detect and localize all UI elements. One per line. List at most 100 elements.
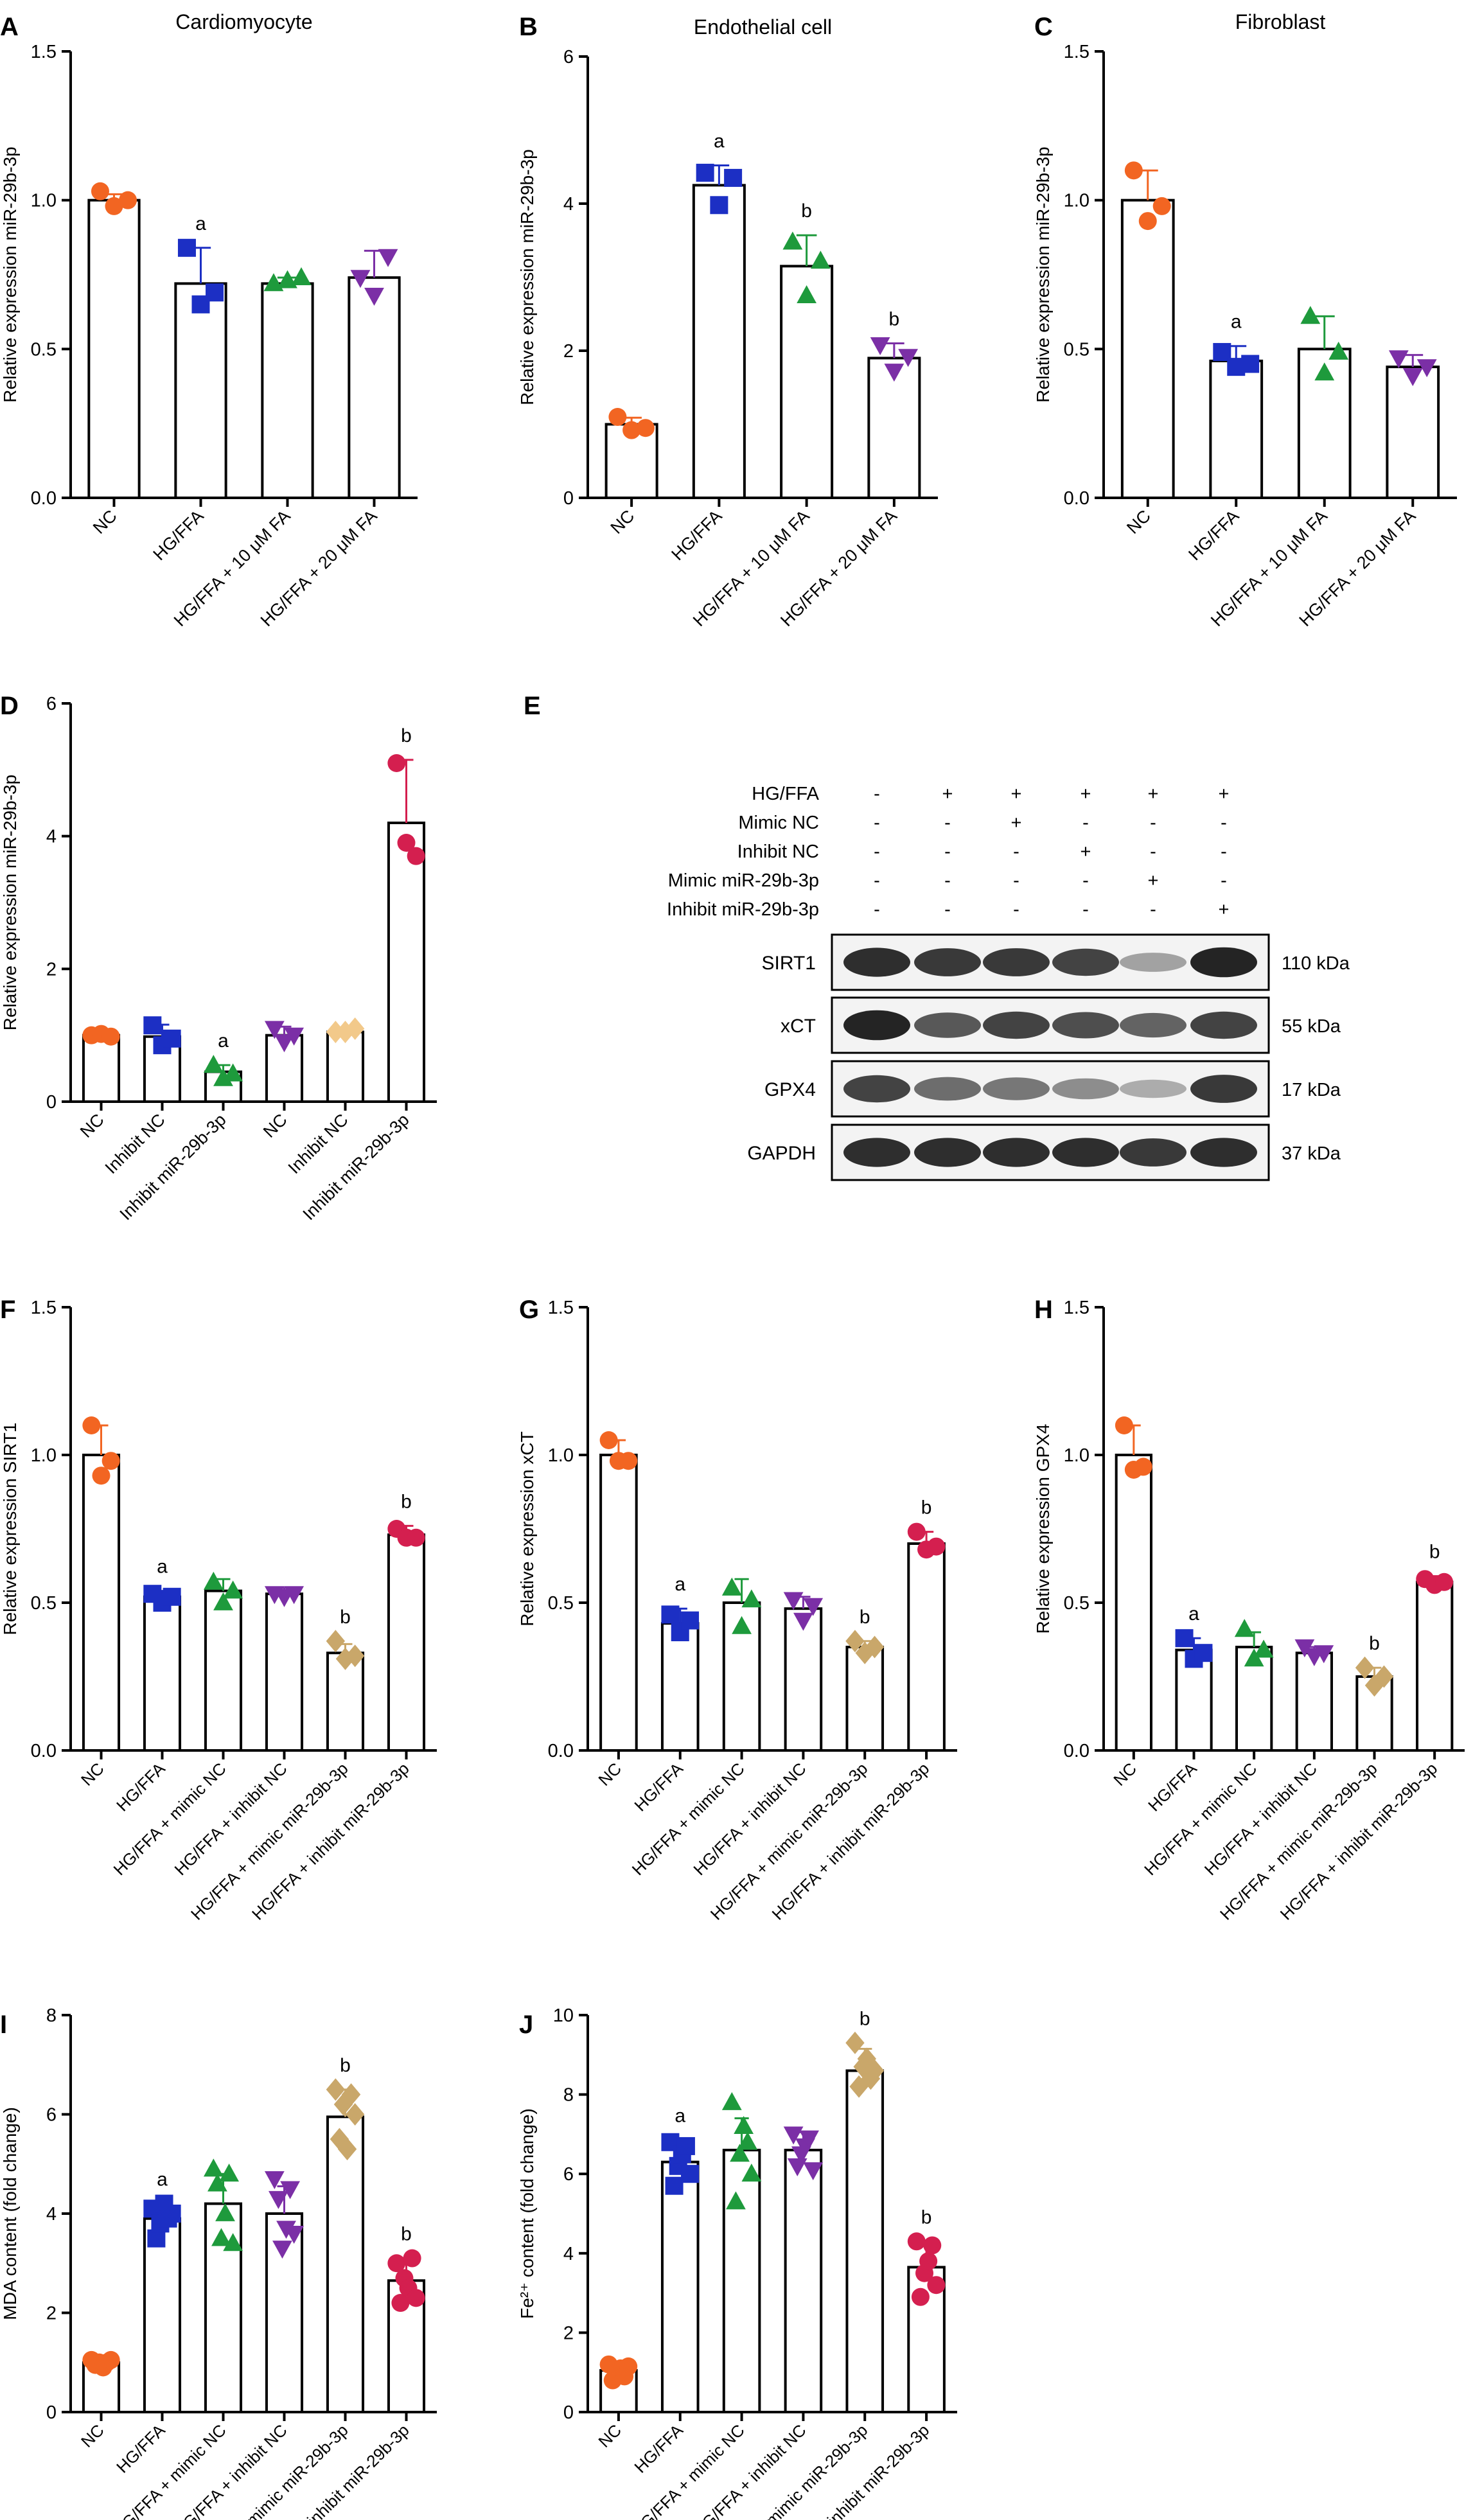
blot-band — [843, 947, 910, 977]
x-tick-label: HG/FFA — [630, 2420, 687, 2477]
significance-label: b — [860, 1607, 870, 1628]
x-tick-label: Inhibit miR-29b-3p — [299, 1110, 413, 1224]
x-tick-label: HG/FFA — [1144, 1759, 1201, 1815]
y-tick-label: 1.0 — [31, 191, 57, 211]
x-tick-label: NC — [594, 2420, 625, 2451]
condition-sign: - — [1221, 870, 1227, 891]
y-tick-label: 0.0 — [548, 1741, 574, 1761]
data-point — [203, 2158, 224, 2177]
data-point — [326, 2078, 346, 2101]
data-point — [1314, 362, 1335, 381]
data-point — [619, 2357, 638, 2375]
significance-label: b — [401, 1491, 412, 1512]
bar — [722, 2149, 761, 2414]
condition-sign: + — [1081, 784, 1091, 804]
data-point — [1234, 1619, 1255, 1637]
data-point — [163, 1029, 181, 1048]
data-point — [923, 2236, 942, 2255]
bar — [1120, 198, 1175, 499]
bar — [326, 2115, 365, 2414]
bar — [204, 1589, 243, 1752]
molecular-weight-label: 37 kDa — [1282, 1143, 1341, 1164]
significance-label: b — [1369, 1633, 1380, 1654]
chart-panel-h: H 0.0 0.5 1.0 1.5 Relative expression GPX4 NC a… — [1033, 1296, 1465, 1924]
bar — [1416, 1580, 1454, 1752]
blot-band — [1190, 947, 1257, 978]
chart-panel-d: D 0 2 4 6 Relative expression miR-29b-3p NC Inh… — [0, 692, 437, 1224]
condition-sign: - — [944, 813, 951, 833]
condition-label: HG/FFA — [752, 784, 819, 804]
data-point — [284, 1027, 304, 1046]
bar — [1209, 359, 1264, 499]
x-tick-label: NC — [1109, 1759, 1140, 1790]
data-point — [264, 1021, 285, 1039]
x-tick-label: HG/FFA — [630, 1759, 687, 1815]
blot-band — [1190, 1011, 1257, 1039]
data-point — [345, 2103, 365, 2126]
y-axis-label: Fe²⁺ content (fold change) — [517, 2108, 537, 2319]
significance-label: b — [401, 2224, 412, 2245]
protein-label: GAPDH — [747, 1143, 816, 1164]
data-point — [865, 1635, 885, 1659]
condition-sign: - — [1082, 870, 1089, 891]
data-point — [1134, 1458, 1152, 1476]
blot-band — [983, 1011, 1050, 1039]
data-point — [696, 163, 714, 182]
data-point — [927, 2276, 946, 2295]
bar — [660, 2160, 700, 2413]
chart-panel-a: A Cardiomyocyte 0.0 0.5 1.0 1.5 Relative expre… — [0, 10, 418, 630]
condition-sign: + — [942, 784, 953, 804]
data-point — [810, 251, 831, 269]
x-tick-label: HG/FFA — [150, 506, 207, 564]
data-point — [82, 1416, 101, 1434]
x-tick-label: HG/FFA — [1185, 506, 1242, 564]
x-tick-label: HG/FFA + inhibit NC — [1201, 1759, 1321, 1879]
data-point — [1253, 1639, 1274, 1658]
condition-label: Mimic NC — [738, 813, 819, 833]
data-point — [783, 2126, 804, 2145]
data-point — [280, 2181, 300, 2199]
blot-band — [843, 1138, 910, 1167]
y-axis-label: Relative expression miR-29b-3p — [0, 146, 20, 402]
y-tick-label: 6 — [46, 2105, 57, 2126]
data-point — [787, 2158, 807, 2176]
data-point — [927, 1537, 946, 1556]
chart-title: Fibroblast — [1235, 10, 1326, 33]
y-tick-label: 0 — [563, 2402, 574, 2423]
data-point — [865, 2059, 885, 2083]
condition-sign: - — [874, 813, 880, 833]
data-point — [782, 231, 803, 250]
y-tick-label: 6 — [563, 47, 574, 67]
condition-sign: - — [874, 841, 880, 862]
x-tick-label: NC — [77, 1759, 108, 1790]
data-point — [203, 1055, 224, 1073]
panel-letter: E — [524, 692, 541, 720]
y-tick-label: 4 — [46, 2204, 57, 2225]
y-axis-label: Relative expression xCT — [517, 1431, 537, 1626]
panel-letter: G — [519, 1296, 539, 1324]
data-point — [223, 1580, 243, 1599]
chart-panel-f: F 0.0 0.5 1.0 1.5 Relative expression SIRT1 NC… — [0, 1296, 437, 1924]
data-point — [665, 2176, 684, 2195]
panel-letter: D — [0, 692, 19, 720]
condition-sign: - — [944, 870, 951, 891]
condition-sign: - — [874, 899, 880, 920]
significance-label: b — [860, 2008, 870, 2029]
data-point — [737, 2131, 758, 2150]
significance-label: a — [218, 1030, 229, 1052]
data-point — [291, 267, 312, 286]
data-point — [326, 1021, 346, 1043]
data-point — [803, 1598, 824, 1616]
significance-label: b — [921, 2207, 932, 2228]
protein-label: SIRT1 — [762, 953, 816, 974]
data-point — [203, 1571, 224, 1590]
protein-label: GPX4 — [764, 1079, 816, 1100]
x-tick-label: HG/FFA — [667, 506, 725, 564]
data-point — [721, 1577, 742, 1596]
data-point — [213, 1068, 233, 1086]
bar — [265, 1592, 304, 1752]
y-axis-label: Relative expression miR-29b-3p — [1033, 146, 1053, 402]
condition-label: Inhibit NC — [737, 841, 819, 862]
significance-label: a — [157, 1556, 168, 1578]
significance-label: b — [889, 309, 900, 330]
